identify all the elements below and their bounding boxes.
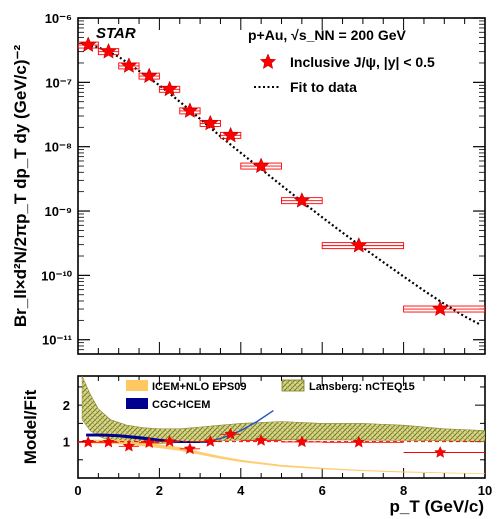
top-legend: Inclusive J/ψ, |y| < 0.5 Fit to data xyxy=(254,53,435,95)
ratio-point-star xyxy=(102,435,115,448)
legend-icem-label: ICEM+NLO EPS09 xyxy=(152,381,246,393)
data-point-star xyxy=(140,67,158,84)
ratio-point-star xyxy=(82,435,95,448)
ratio-point-star xyxy=(163,435,176,447)
data-point-star xyxy=(161,80,178,97)
data-point-star xyxy=(293,192,311,208)
experiment-label: STAR xyxy=(96,25,136,42)
legend-cgc-label: CGC+ICEM xyxy=(152,399,210,411)
x-tick-label: 2 xyxy=(156,483,163,498)
x-tick-label: 10 xyxy=(478,483,492,498)
x-axis-title: p_T (GeV/c) xyxy=(390,497,484,516)
data-point-star xyxy=(202,114,219,131)
legend-data-label: Inclusive J/ψ, |y| < 0.5 xyxy=(290,54,435,70)
top-plot-area xyxy=(78,36,485,326)
bottom-legend: ICEM+NLO EPS09 CGC+ICEM Lansberg: nCTEQ1… xyxy=(126,379,415,411)
system-label: p+Au, √s_NN = 200 GeV xyxy=(248,27,407,43)
data-point-star xyxy=(79,36,97,53)
data-point-star xyxy=(100,42,117,59)
y-tick-label: 10⁻¹¹ xyxy=(42,333,72,348)
x-tick-label: 6 xyxy=(319,483,326,498)
data-point-star xyxy=(350,236,368,253)
data-point-star xyxy=(120,57,138,73)
ratio-point-star xyxy=(434,446,447,458)
ratio-point-star xyxy=(352,435,365,448)
y-tick-label: 10⁻⁷ xyxy=(45,75,72,90)
ratio-point-star xyxy=(122,439,136,452)
y-tick-label: 10⁻⁹ xyxy=(45,204,73,219)
top-axes: 10⁻⁶ 10⁻⁷ 10⁻⁸ 10⁻⁹ 10⁻¹⁰ 10⁻¹¹ xyxy=(41,11,486,355)
ratio-point-star xyxy=(204,435,217,447)
legend-fit-label: Fit to data xyxy=(290,79,357,95)
legend-cgc-swatch xyxy=(126,398,148,409)
y-tick-label: 2 xyxy=(63,398,70,413)
x-tick-label: 0 xyxy=(74,483,81,498)
legend-lansberg-label: Lansberg: nCTEQ15 xyxy=(309,381,415,393)
legend-lansberg-swatch xyxy=(281,379,305,392)
bottom-plot-area xyxy=(78,376,485,474)
fit-curve xyxy=(81,43,482,326)
y-tick-label: 1 xyxy=(63,435,70,450)
y-axis-title-bottom: Model/Fit xyxy=(21,389,40,464)
x-tick-label: 8 xyxy=(400,483,407,498)
data-point-star xyxy=(252,157,270,174)
ratio-point-star xyxy=(224,427,237,440)
legend-icem-swatch xyxy=(126,380,148,391)
y-axis-title-top: Br_ll×d²N/2πp_T dp_T dy (GeV/c)⁻² xyxy=(11,45,30,328)
x-tick-label: 4 xyxy=(237,483,245,498)
y-tick-label: 10⁻⁸ xyxy=(45,140,72,155)
ratio-point-star xyxy=(254,434,268,446)
legend-star-icon xyxy=(259,53,277,70)
ratio-point-star xyxy=(143,436,156,448)
y-tick-label: 10⁻¹⁰ xyxy=(41,268,73,283)
ratio-point-star xyxy=(183,442,197,455)
y-tick-label: 10⁻⁶ xyxy=(45,11,72,26)
data-point-star xyxy=(181,102,199,118)
ratio-point-star xyxy=(295,435,309,448)
data-point-star xyxy=(431,300,449,317)
data-point-star xyxy=(222,126,239,143)
